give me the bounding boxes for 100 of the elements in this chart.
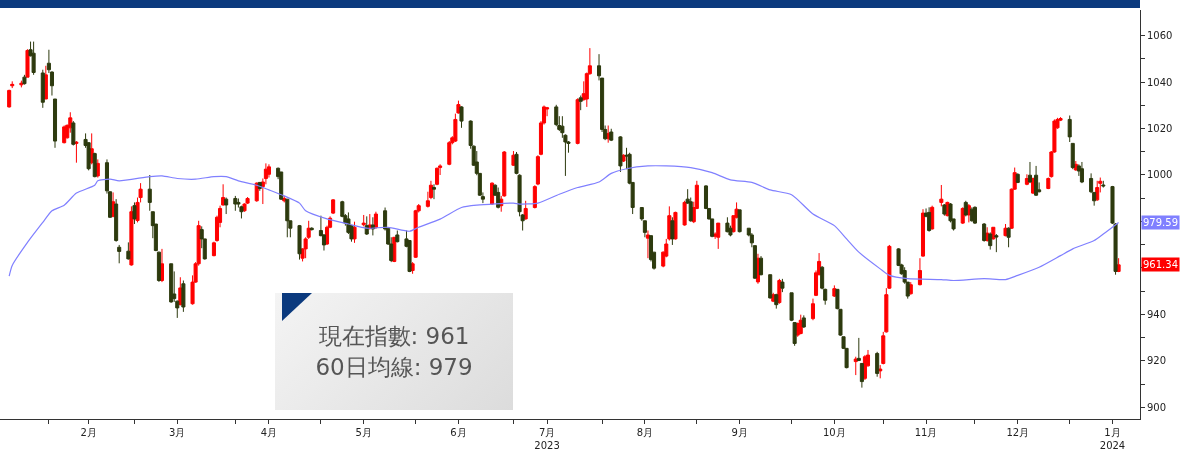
annotation: 現在指數: 961 bbox=[318, 323, 470, 349]
candlestick bbox=[224, 197, 229, 215]
candlestick bbox=[618, 135, 623, 173]
candlestick bbox=[1095, 180, 1100, 202]
candlestick bbox=[221, 183, 226, 207]
candlestick bbox=[159, 248, 165, 283]
candlestick bbox=[859, 362, 864, 389]
x-tick-label: 12月 bbox=[1006, 427, 1030, 438]
candlestick bbox=[74, 140, 79, 164]
x-tick-label: 8月 bbox=[636, 427, 654, 438]
y-tick-label: 920 bbox=[1147, 355, 1167, 367]
candlestick bbox=[52, 98, 58, 149]
candlestick bbox=[92, 152, 97, 178]
candlestick bbox=[126, 241, 131, 261]
candlestick bbox=[1027, 161, 1032, 184]
candlestick bbox=[1079, 161, 1084, 184]
candlestick bbox=[431, 183, 437, 200]
y-tick-label: 900 bbox=[1147, 401, 1167, 413]
note-panel: 現在指數: 961 60日均線: 979 bbox=[275, 293, 513, 410]
candlestick bbox=[856, 337, 861, 362]
candlestick bbox=[7, 89, 12, 109]
candlestick bbox=[395, 230, 400, 243]
candlestick bbox=[768, 274, 773, 300]
y-tick-label: 940 bbox=[1147, 308, 1167, 320]
candlestick bbox=[361, 214, 366, 227]
candlestick bbox=[233, 195, 238, 212]
candlestick bbox=[927, 206, 932, 233]
candlestick bbox=[682, 200, 687, 227]
candlestick bbox=[609, 128, 614, 142]
candlestick bbox=[758, 255, 764, 276]
candlestick bbox=[878, 364, 883, 379]
x-tick-label: 7月 2023 bbox=[534, 427, 560, 451]
candlestick bbox=[447, 140, 452, 166]
candlestick bbox=[373, 211, 378, 230]
candlestick bbox=[25, 48, 30, 78]
candlestick bbox=[279, 171, 284, 201]
annotation: 979.59 bbox=[1143, 217, 1178, 228]
candlestick bbox=[578, 95, 583, 111]
candlestick bbox=[670, 216, 675, 246]
y-tick-label: 1040 bbox=[1147, 76, 1173, 88]
candlestick bbox=[22, 74, 27, 86]
y-tick-label: 1060 bbox=[1147, 30, 1173, 42]
candlestick bbox=[1015, 172, 1020, 184]
candlestick bbox=[780, 278, 785, 293]
candlestick bbox=[1070, 142, 1075, 170]
candlestick bbox=[523, 200, 528, 221]
annotation: 961.34 bbox=[1143, 259, 1178, 270]
x-tick-label: 2月 bbox=[80, 427, 97, 438]
x-tick-label: 6月 bbox=[450, 427, 467, 438]
candlestick bbox=[853, 356, 858, 376]
line-series bbox=[8, 165, 1120, 282]
candlestick bbox=[31, 41, 36, 76]
candlestick bbox=[801, 314, 806, 329]
annotation: 60日均線: 979 bbox=[315, 354, 473, 380]
candlestick bbox=[309, 226, 314, 232]
candlestick bbox=[725, 216, 730, 233]
candlestick bbox=[645, 230, 650, 259]
candlestick bbox=[963, 200, 968, 217]
candlestick bbox=[575, 97, 580, 145]
candlestick bbox=[181, 280, 186, 313]
x-tick-label: 3月 bbox=[169, 427, 186, 438]
candlestick bbox=[716, 222, 721, 250]
candlestick bbox=[297, 224, 302, 261]
candlestick bbox=[169, 263, 174, 304]
x-tick-label: 5月 bbox=[355, 427, 372, 438]
candlestick bbox=[972, 205, 977, 225]
candlestick bbox=[994, 233, 999, 253]
candlestick bbox=[554, 104, 559, 127]
candlestick bbox=[917, 257, 922, 286]
candlestick bbox=[435, 167, 440, 186]
candlestick bbox=[459, 105, 464, 129]
y-tick-label: 1000 bbox=[1147, 169, 1173, 181]
candlestick bbox=[138, 182, 143, 203]
candlestick bbox=[920, 208, 926, 258]
candlestick bbox=[285, 198, 290, 238]
candlestick bbox=[1101, 180, 1106, 189]
candlestick bbox=[988, 231, 993, 251]
candlestick bbox=[456, 100, 461, 115]
candlestick bbox=[737, 209, 742, 233]
candlestick bbox=[875, 351, 880, 378]
x-tick-label: 4月 bbox=[260, 427, 278, 438]
candlestick bbox=[777, 278, 782, 305]
candlestick bbox=[147, 174, 152, 212]
candlestick bbox=[453, 113, 458, 143]
candlestick bbox=[114, 198, 119, 243]
candlestick bbox=[1067, 115, 1072, 143]
x-tick-label: 11月 bbox=[914, 427, 938, 438]
candlestick bbox=[71, 120, 76, 146]
candlestick bbox=[331, 198, 336, 215]
candlestick bbox=[40, 69, 45, 109]
candlestick bbox=[1034, 165, 1039, 197]
candlestick bbox=[982, 222, 987, 243]
candlestick bbox=[1006, 226, 1011, 248]
x-tick-label: 9月 bbox=[731, 427, 748, 438]
candlestick bbox=[496, 187, 501, 209]
y-tick-label: 1020 bbox=[1147, 123, 1173, 135]
candlestick bbox=[1024, 173, 1029, 186]
candlestick bbox=[774, 293, 779, 310]
x-tick-label: 10月 bbox=[823, 427, 846, 438]
x-tick-label: 1月 2024 bbox=[1099, 427, 1126, 451]
